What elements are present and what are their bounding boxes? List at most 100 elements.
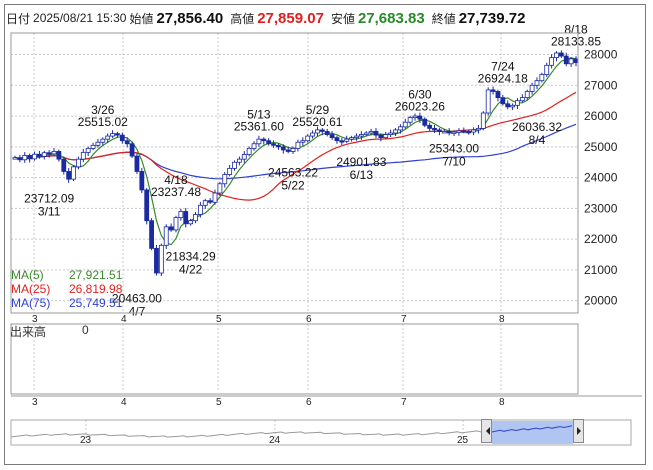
candle-body — [480, 112, 486, 129]
candle-body — [402, 121, 408, 128]
candle-body — [193, 214, 198, 222]
moving-average-lines — [14, 57, 577, 246]
candle-body — [51, 151, 57, 155]
candle-body — [163, 226, 169, 246]
datetime-value: 2025/08/21 15:30 — [33, 11, 127, 25]
candle-body — [168, 226, 174, 231]
candle-body — [173, 217, 179, 231]
candle-body — [373, 131, 379, 136]
candle-body — [529, 84, 535, 92]
candle-body — [427, 124, 433, 129]
y-tick-label: 24000 — [584, 171, 618, 185]
legend-ma75: MA(75) 25,749.51 — [11, 296, 122, 310]
candle-body — [256, 138, 262, 145]
price-header: 日付 2025/08/21 15:30 始値 27,856.40 高値 27,8… — [6, 7, 529, 29]
candle-body — [202, 200, 208, 206]
annotation-date: 4/7 — [129, 304, 146, 318]
low-label: 安値 — [330, 11, 355, 26]
candle-body — [412, 115, 418, 119]
candle-body — [227, 167, 233, 175]
navigator-selected-range — [492, 421, 573, 444]
y-tick-label: 27000 — [584, 78, 618, 92]
candle-body — [383, 134, 389, 139]
candle-body — [66, 171, 72, 180]
annotation-date: 5/29 — [306, 103, 330, 117]
candle-body — [119, 134, 125, 142]
navigator-right-handle[interactable] — [573, 419, 584, 443]
candle-body — [534, 80, 540, 86]
candle-body — [319, 129, 325, 132]
navigator-left-handle[interactable] — [481, 419, 492, 443]
candle-body — [524, 91, 530, 99]
candle-body — [358, 134, 364, 137]
candle-body — [276, 144, 281, 148]
candle-body — [197, 204, 203, 215]
candle-body — [154, 247, 159, 274]
annotation-value: 24563.22 — [268, 165, 318, 179]
legend-ma5: MA(5) 27,921.51 — [11, 268, 122, 282]
close-label: 終値 — [431, 11, 456, 26]
candle-body — [539, 74, 545, 82]
legend-ma75-name: MA(75) — [11, 296, 51, 310]
candle-body — [451, 131, 457, 134]
main-plot-border — [10, 32, 579, 314]
candle-body — [212, 192, 218, 203]
candle-body — [417, 115, 423, 120]
candle-body — [310, 132, 315, 137]
annotation-value: 26036.32 — [512, 120, 562, 134]
candle-body — [41, 152, 47, 157]
candle-body — [549, 57, 555, 66]
candle-body — [388, 132, 394, 135]
range-navigator: 23 24 25 — [10, 419, 632, 446]
candle-body — [46, 152, 52, 155]
candle-body — [90, 144, 96, 149]
candle-body — [378, 134, 384, 139]
candle-body — [124, 140, 130, 145]
candle-body — [71, 166, 76, 180]
candle-body — [456, 130, 462, 133]
x-tick-label-volume: 4 — [121, 397, 127, 408]
candle-body — [461, 130, 467, 133]
candle-body — [300, 140, 306, 143]
candle-body — [544, 64, 550, 75]
candle-body — [397, 126, 403, 131]
x-tick-label: 5 — [216, 314, 222, 325]
candle-body — [236, 158, 242, 163]
navigator-tick-label: 23 — [80, 435, 92, 446]
annotation-date: 8/4 — [529, 133, 546, 147]
annotation-value: 25343.00 — [429, 141, 479, 155]
navigator-history-line — [10, 430, 482, 438]
ma-legend: MA(5) 27,921.51 MA(25) 26,819.98 MA(75) 25,… — [11, 268, 122, 310]
y-tick-label: 25000 — [584, 140, 618, 154]
x-tick-label-volume: 8 — [499, 397, 505, 408]
x-tick-label-volume: 3 — [32, 397, 38, 408]
candle-body — [554, 52, 559, 59]
annotation-value: 28133.85 — [551, 34, 601, 48]
navigator-tick-label: 24 — [269, 435, 281, 446]
candle-body — [280, 146, 286, 151]
annotation-value: 26924.18 — [478, 72, 528, 86]
x-tick-label: 3 — [32, 314, 38, 325]
candle-body — [324, 131, 330, 135]
candle-body — [17, 157, 23, 161]
high-value: 27,859.07 — [257, 9, 324, 27]
volume-value: 0 — [82, 323, 89, 337]
candle-body — [115, 133, 120, 136]
candle-body — [251, 143, 257, 149]
annotation-value: 23237.48 — [151, 185, 201, 199]
y-tick-label: 22000 — [584, 232, 618, 246]
chart-axes: 28000 27000 26000 25000 24000 23000 22000 21000… — [10, 32, 642, 408]
legend-ma25-value: 26,819.98 — [69, 282, 123, 296]
annotation-value: 25520.61 — [292, 115, 342, 129]
candle-body — [266, 140, 272, 145]
ma5-line — [14, 57, 577, 246]
navigator-border — [10, 419, 632, 446]
candle-body — [95, 141, 101, 146]
annotation-value: 24901.83 — [336, 155, 386, 169]
candle-body — [558, 52, 564, 57]
candle-body — [363, 132, 369, 135]
candle-body — [354, 135, 359, 139]
candle-body — [110, 133, 115, 137]
candle-body — [295, 141, 301, 149]
